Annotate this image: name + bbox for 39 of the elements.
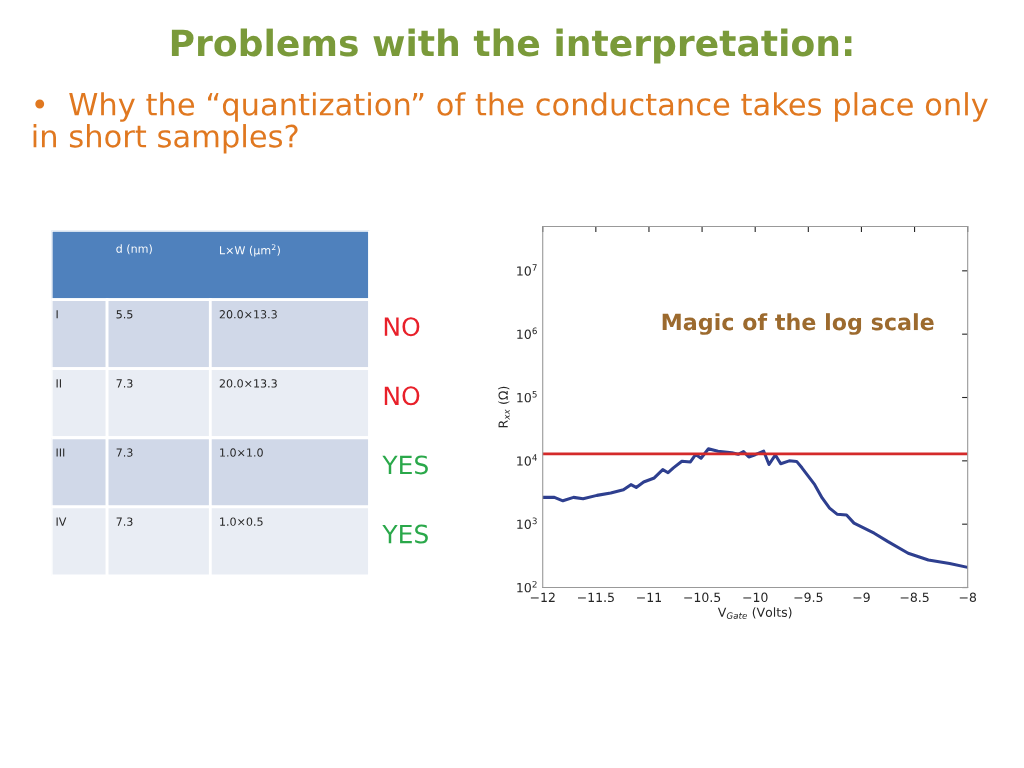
- category-label: II: [56, 379, 61, 388]
- x-tick-label: −11: [637, 592, 661, 602]
- x-tick-label: −9: [853, 592, 870, 603]
- y-tick-label: 10$^{6}$: [517, 327, 537, 339]
- category-label: d (nm): [116, 244, 152, 255]
- text: • Why the “quantization” of the conductance takes place only in short samples?: [33, 92, 988, 154]
- y-tick-label: 10$^{7}$: [517, 264, 537, 276]
- x-tick-label: −9.5: [794, 592, 823, 603]
- x-tick-label: −10: [743, 592, 768, 603]
- category-label: IV: [56, 517, 67, 526]
- category-label: NO: [384, 317, 420, 337]
- text: 7.3: [116, 448, 133, 457]
- y-tick-label: 10$^{4}$: [517, 454, 537, 466]
- line-series: [542, 447, 968, 569]
- y-tick-label: 10$^{5}$: [517, 391, 537, 403]
- category-label: I: [56, 310, 58, 319]
- x-tick-label: −8.5: [900, 592, 929, 603]
- text: 7.3: [116, 517, 133, 526]
- y-tick-label: 10$^{2}$: [517, 580, 537, 593]
- y-tick-label: 10$^{3}$: [517, 517, 537, 530]
- category-label: NO: [384, 386, 420, 406]
- text: 1.0×0.5: [220, 517, 263, 526]
- x-tick-label: −12: [530, 592, 555, 602]
- text: 7.3: [116, 379, 133, 388]
- category-label: YES: [382, 455, 428, 475]
- annotation: Magic of the log scale: [662, 313, 934, 335]
- x-tick-label: −10.5: [684, 592, 721, 603]
- x-tick-label: −11.5: [578, 592, 614, 603]
- x-axis-title: V$_{Gate}$ (Volts): [717, 607, 792, 619]
- text: 20.0×13.3: [219, 310, 277, 319]
- text: Problems with the interpretation:: [171, 28, 852, 64]
- category-label: L×W (µm$^{2}$): [220, 244, 280, 257]
- y-axis-title: R$_{xx}$ (Ω): [498, 386, 510, 428]
- x-tick-label: −8: [959, 592, 977, 603]
- text: 5.5: [116, 310, 133, 319]
- category-label: YES: [382, 524, 428, 544]
- text: 1.0×1.0: [220, 448, 263, 457]
- text: 20.0×13.3: [219, 379, 277, 388]
- category-label: III: [56, 448, 65, 457]
